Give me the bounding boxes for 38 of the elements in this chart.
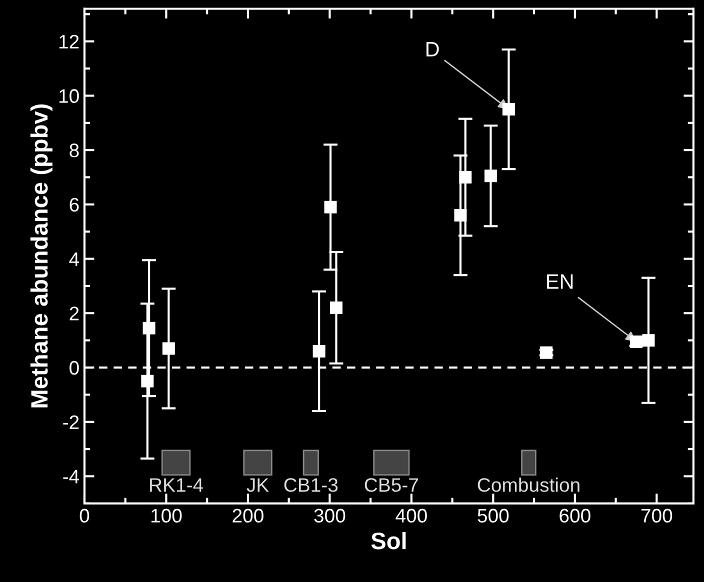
point: [484, 170, 497, 182]
point: [540, 346, 553, 359]
y-tick-label: 0: [70, 360, 79, 375]
y-tick-label: 10: [59, 89, 79, 103]
y-tick-label: 4: [69, 252, 80, 266]
point: [454, 209, 467, 222]
x-tick-label: 0: [80, 508, 90, 523]
point: [324, 200, 337, 214]
x-tick-label: 300: [314, 508, 346, 523]
x-tick-label: 700: [641, 508, 672, 523]
point: [312, 344, 326, 358]
band-label: CB5-7: [364, 478, 418, 492]
point: [459, 171, 472, 184]
y-tick-label: 6: [70, 198, 79, 212]
annotation: EN: [547, 274, 573, 289]
y-tick-label: -2: [63, 415, 79, 429]
x-tick-label: 400: [396, 508, 427, 523]
y-tick-label: 8: [70, 144, 79, 158]
y-tick-label: 12: [59, 34, 79, 48]
point: [142, 322, 156, 334]
point: [502, 103, 515, 116]
point: [330, 301, 342, 314]
annotation: D: [426, 42, 439, 56]
point: [162, 342, 175, 355]
x-tick-label: 500: [478, 508, 509, 523]
point: [141, 374, 154, 388]
x-tick-label: 600: [560, 508, 590, 523]
y-tick-label: -4: [63, 470, 80, 484]
x-tick-label: 100: [151, 508, 182, 523]
point: [642, 334, 655, 347]
band-label: Combustion: [478, 478, 580, 492]
y-axis-title: Methane abundance (ppbv): [30, 104, 52, 408]
band-label: CB1-3: [284, 478, 338, 492]
band-label: RK1-4: [150, 478, 204, 492]
x-tick-label: 200: [232, 508, 264, 523]
band-label: JK: [246, 478, 269, 492]
y-tick-label: 2: [70, 306, 79, 320]
x-axis-title: Sol: [371, 532, 406, 550]
